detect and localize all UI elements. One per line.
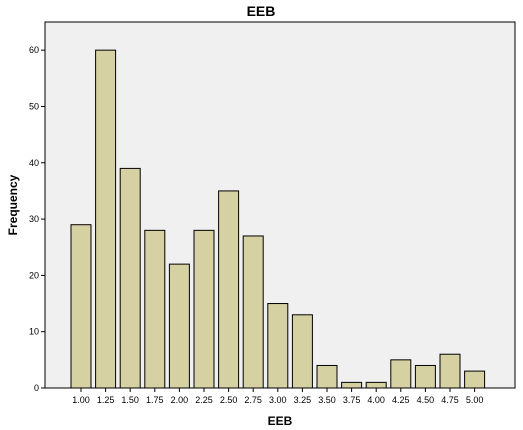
y-tick-label: 40 — [29, 158, 39, 168]
x-tick-label: 3.25 — [294, 395, 312, 405]
bar-2.00 — [168, 263, 190, 389]
x-tick-label: 2.50 — [220, 395, 238, 405]
x-tick-label: 2.00 — [171, 395, 189, 405]
y-tick-label: 20 — [29, 270, 39, 280]
bar-2.75 — [242, 235, 264, 389]
x-tick-label: 3.00 — [269, 395, 287, 405]
x-tick-label: 5.00 — [466, 395, 484, 405]
y-tick-label: 30 — [29, 214, 39, 224]
y-tick-label: 0 — [34, 383, 39, 393]
x-tick-label: 3.75 — [343, 395, 361, 405]
bar-4.00 — [365, 381, 387, 389]
bar-4.25 — [390, 359, 412, 389]
x-tick-label: 2.25 — [195, 395, 213, 405]
bar-4.50 — [414, 364, 436, 389]
x-tick-label: 1.75 — [146, 395, 164, 405]
x-tick-label: 3.50 — [318, 395, 336, 405]
x-tick-label: 1.00 — [72, 395, 90, 405]
chart-title: EEB — [247, 3, 276, 19]
y-tick-label: 10 — [29, 327, 39, 337]
bar-3.00 — [267, 303, 289, 389]
bar-1.00 — [70, 224, 92, 389]
bar-4.75 — [439, 353, 461, 389]
bar-5.00 — [464, 370, 486, 389]
x-tick-label: 4.50 — [417, 395, 435, 405]
y-tick-label: 50 — [29, 101, 39, 111]
bar-1.25 — [95, 49, 117, 389]
x-tick-label: 1.25 — [97, 395, 115, 405]
bar-3.75 — [341, 381, 363, 389]
bar-2.50 — [218, 190, 240, 389]
x-tick-label: 1.50 — [121, 395, 139, 405]
x-tick-label: 4.25 — [392, 395, 410, 405]
bar-1.50 — [119, 167, 141, 389]
y-axis-label: Frequency — [6, 174, 20, 235]
x-axis-label: EEB — [268, 414, 293, 428]
bar-3.50 — [316, 364, 338, 389]
x-tick-label: 2.75 — [244, 395, 262, 405]
x-tick-label: 4.75 — [441, 395, 459, 405]
bar-1.75 — [144, 229, 166, 389]
bar-3.25 — [291, 314, 313, 389]
x-tick-label: 4.00 — [367, 395, 385, 405]
y-tick-label: 60 — [29, 45, 39, 55]
bar-2.25 — [193, 229, 215, 389]
